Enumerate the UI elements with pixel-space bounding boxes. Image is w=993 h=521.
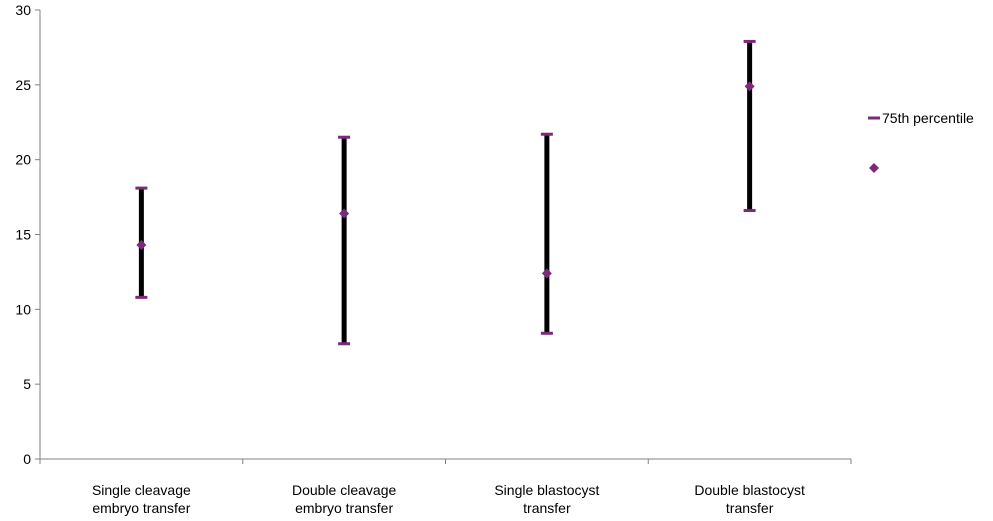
markers (135, 39, 756, 346)
legend-diamond-swatch (869, 163, 879, 173)
y-tick-label: 0 (23, 451, 31, 467)
lower-marker (338, 342, 351, 346)
y-tick-label: 20 (15, 152, 31, 168)
y-tick-label: 30 (15, 2, 31, 18)
y-ticks: 0 5 10 15 20 25 30 (15, 2, 40, 467)
upper-marker (743, 39, 756, 43)
y-tick-label: 5 (23, 376, 31, 392)
category-label-line: transfer (726, 500, 774, 516)
lower-marker (135, 295, 148, 299)
median-marker (136, 239, 147, 250)
error-bars (138, 41, 753, 344)
category-label: Double blastocyst transfer (694, 482, 805, 516)
category-label: Single blastocyst transfer (494, 482, 599, 516)
category-label-line: Double blastocyst (694, 482, 805, 498)
category-label: Double cleavage embryo transfer (292, 482, 397, 516)
upper-marker (338, 135, 351, 139)
category-label-line: Single cleavage (92, 482, 191, 498)
category-label: Single cleavage embryo transfer (92, 482, 191, 516)
category-label-line: embryo transfer (92, 500, 190, 516)
median-marker (541, 268, 552, 279)
legend-label: 75th percentile (882, 110, 974, 126)
upper-marker (540, 132, 553, 136)
category-label-line: Single blastocyst (494, 482, 599, 498)
lower-marker (743, 209, 756, 213)
y-tick-label: 10 (15, 301, 31, 317)
y-tick-label: 25 (15, 77, 31, 93)
median-marker (744, 81, 755, 92)
legend: 75th percentile (868, 110, 974, 173)
upper-marker (135, 186, 148, 190)
category-label-line: embryo transfer (295, 500, 393, 516)
median-marker (339, 208, 350, 219)
y-tick-label: 15 (15, 227, 31, 243)
legend-dash-swatch (868, 116, 880, 120)
category-label-line: transfer (523, 500, 571, 516)
category-label-line: Double cleavage (292, 482, 397, 498)
lower-marker (540, 331, 553, 335)
